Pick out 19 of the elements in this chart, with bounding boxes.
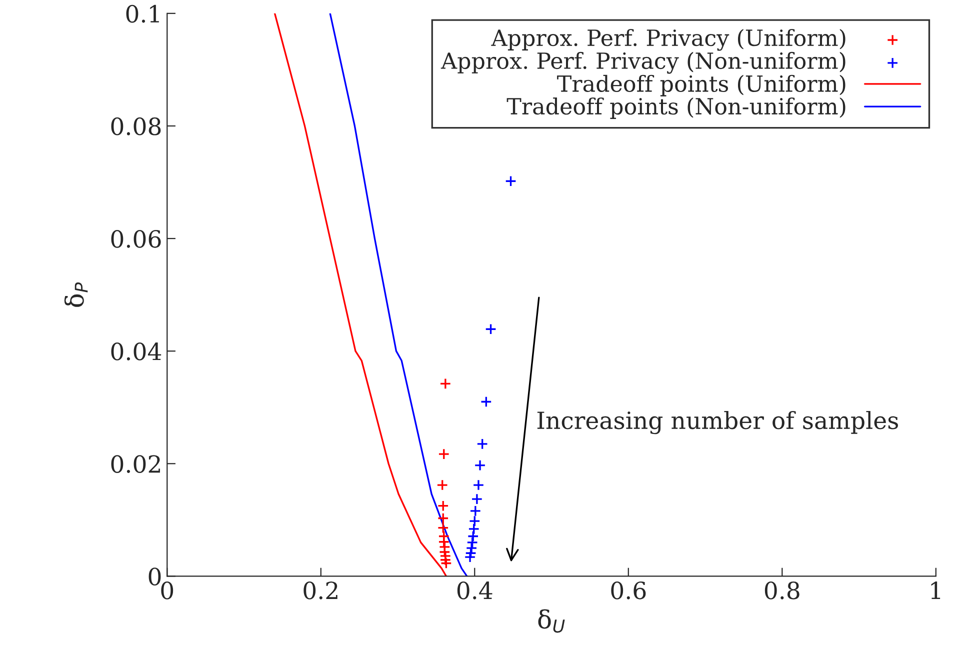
- legend-label: Tradeoff points (Non-uniform): [506, 97, 846, 119]
- x-axis-title: δ$_{U}$: [538, 609, 565, 633]
- x-tick-label: 0.8: [764, 581, 800, 600]
- y-tick-label: 0.04: [111, 342, 162, 360]
- y-tick-label: 0: [148, 568, 161, 586]
- y-axis-title: δ$_{P}$: [64, 282, 88, 307]
- y-tick-label: 0.1: [126, 4, 159, 23]
- x-tick-label: 0: [161, 581, 174, 600]
- y-tick-label: 0.06: [111, 230, 161, 248]
- x-tick-label: 0.4: [457, 581, 492, 600]
- x-tick-label: 1: [931, 581, 940, 599]
- x-tick-label: 0.2: [304, 581, 338, 600]
- x-tick-label: 0.6: [611, 581, 646, 600]
- legend-label: Approx. Perf. Privacy (Uniform): [491, 28, 846, 51]
- annotation: Increasing number of samples: [537, 410, 898, 434]
- legend-label: Tradeoff points (Uniform): [557, 74, 846, 96]
- y-tick-label: 0.02: [111, 455, 160, 473]
- y-tick-label: 0.08: [111, 117, 161, 136]
- legend-label: Approx. Perf. Privacy (Non-uniform): [440, 52, 846, 74]
